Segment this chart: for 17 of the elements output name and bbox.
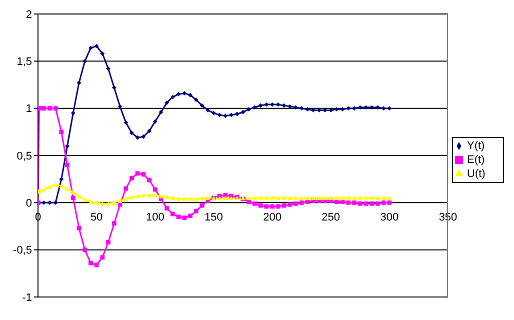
y-tick-label: 0,5 (16, 150, 32, 162)
y-tick-label: -0,5 (13, 244, 32, 257)
x-tick-label: 200 (263, 212, 282, 224)
y-tick-label: -1 (22, 292, 32, 304)
x-tick-label: 300 (380, 212, 399, 224)
legend-label: Y(t) (467, 140, 485, 152)
x-tick-label: 50 (90, 212, 103, 224)
y-tick-label: 2 (26, 8, 32, 21)
x-tick-label: 100 (146, 212, 164, 224)
legend-label: U(t) (467, 168, 486, 180)
y-tick-label: 1 (26, 103, 32, 116)
x-tick-label: 250 (322, 212, 340, 224)
x-tick-label: 350 (438, 212, 458, 224)
legend-label: E(t) (467, 154, 485, 166)
x-tick-label: 150 (204, 212, 223, 224)
y-tick-label: 1,5 (16, 56, 32, 68)
y-tick-label: 0 (26, 198, 32, 210)
